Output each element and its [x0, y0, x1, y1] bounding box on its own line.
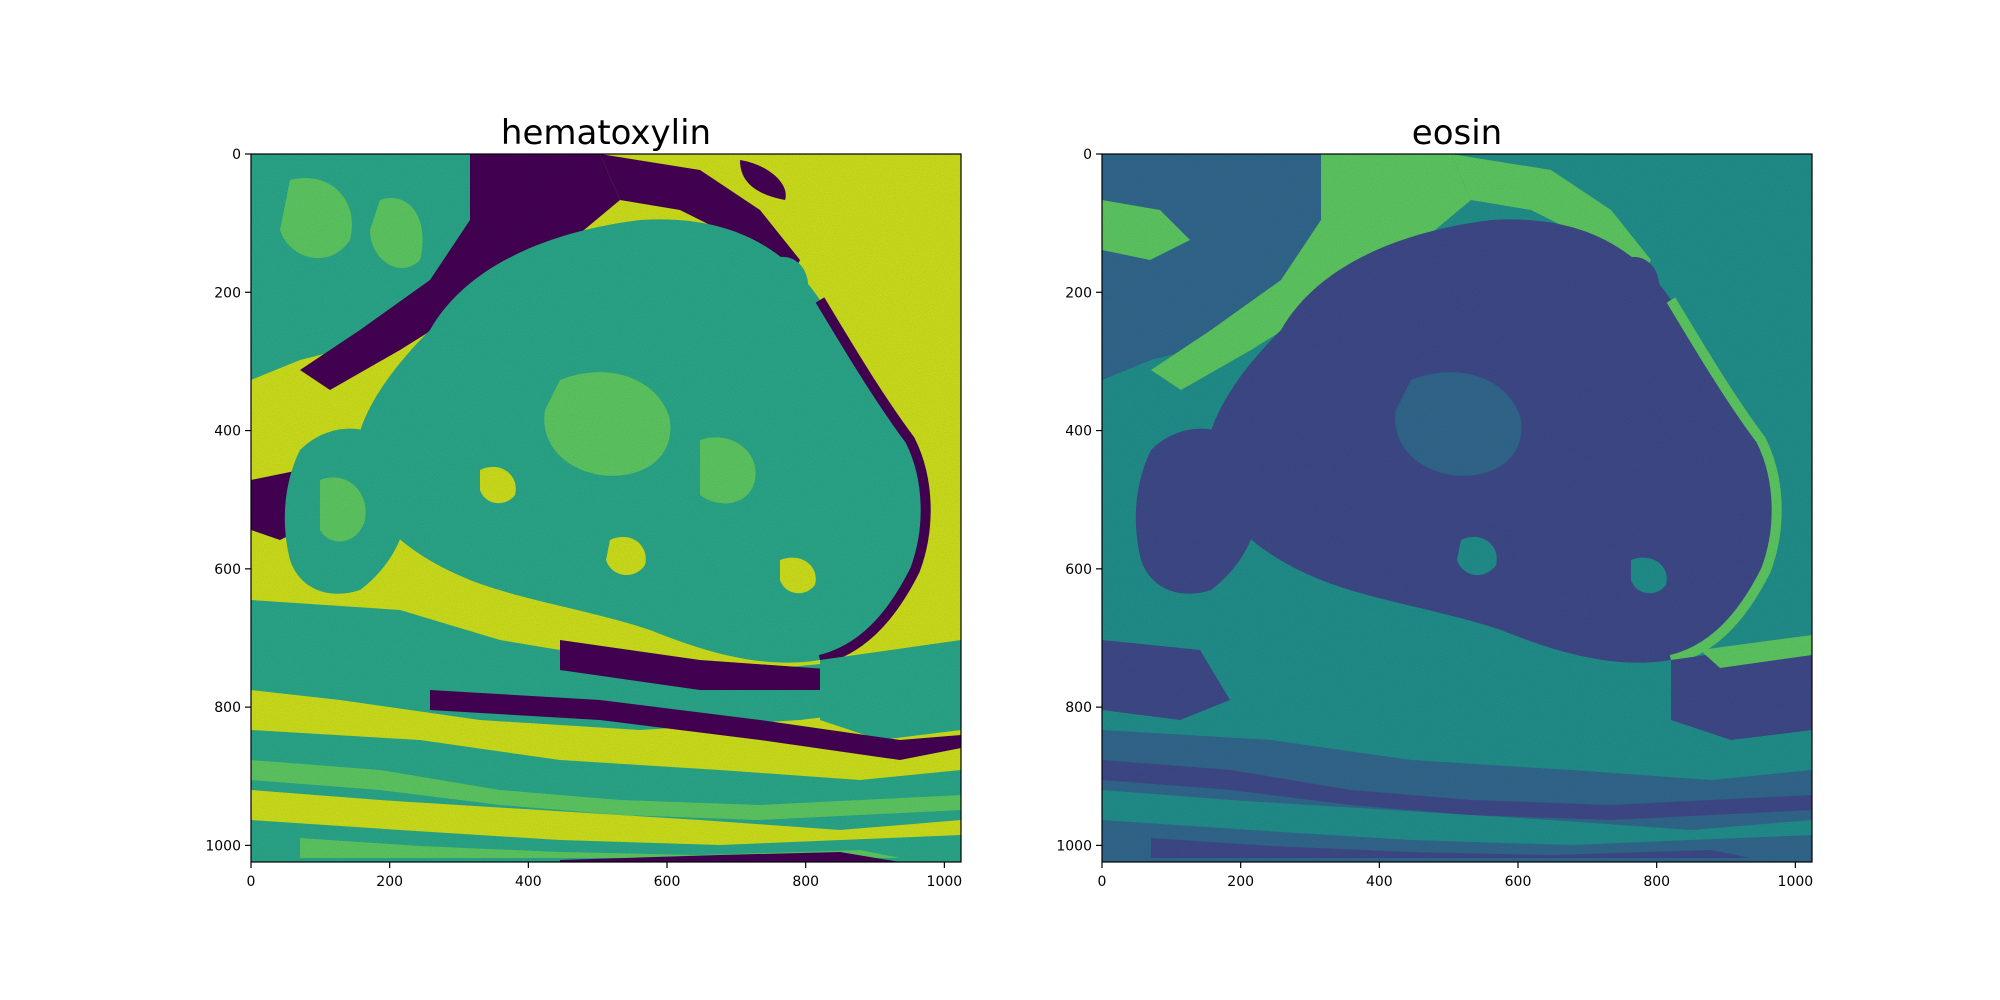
hematoxylin-xtick-label: 400 — [515, 874, 542, 890]
eosin-xtick-label: 1000 — [1778, 874, 1814, 890]
eosin-xtick-label: 400 — [1366, 874, 1393, 890]
eosin-ytick-label: 600 — [1065, 562, 1092, 578]
hematoxylin-ticks: 0 200 400 600 800 1000 0 200 400 600 800 1000 — [205, 147, 962, 890]
eosin-xtick-label: 800 — [1643, 874, 1670, 890]
eosin-xtick-label: 200 — [1227, 874, 1254, 890]
eosin-ticks: 0 200 400 600 800 1000 0 200 400 600 800 1000 — [1056, 147, 1813, 890]
hematoxylin-axes-frame — [250, 153, 962, 863]
eosin-image — [1102, 154, 1812, 862]
hematoxylin-panel: hematoxylin — [205, 113, 962, 890]
hematoxylin-xtick-label: 800 — [792, 874, 819, 890]
eosin-ytick-label: 800 — [1065, 700, 1092, 716]
eosin-ytick-label: 400 — [1065, 424, 1092, 440]
hematoxylin-ytick-label: 800 — [214, 700, 241, 716]
hematoxylin-xtick-label: 200 — [376, 874, 403, 890]
hematoxylin-ytick-label: 0 — [232, 147, 241, 163]
hematoxylin-image — [251, 154, 961, 862]
eosin-xtick-label: 600 — [1505, 874, 1532, 890]
eosin-ytick-label: 1000 — [1056, 838, 1092, 854]
hematoxylin-ytick-label: 1000 — [205, 838, 241, 854]
eosin-ytick-label: 0 — [1083, 147, 1092, 163]
hematoxylin-xtick-label: 1000 — [927, 874, 963, 890]
hematoxylin-title: hematoxylin — [501, 113, 711, 153]
hematoxylin-xtick-label: 0 — [247, 874, 256, 890]
eosin-xtick-label: 0 — [1098, 874, 1107, 890]
hematoxylin-ytick-label: 200 — [214, 285, 241, 301]
eosin-axes-frame — [1101, 153, 1813, 863]
hematoxylin-ytick-label: 600 — [214, 562, 241, 578]
eosin-panel: eosin 0 200 40 — [1056, 113, 1813, 890]
hematoxylin-ytick-label: 400 — [214, 424, 241, 440]
eosin-title: eosin — [1412, 113, 1502, 153]
eosin-ytick-label: 200 — [1065, 285, 1092, 301]
hematoxylin-xtick-label: 600 — [654, 874, 681, 890]
